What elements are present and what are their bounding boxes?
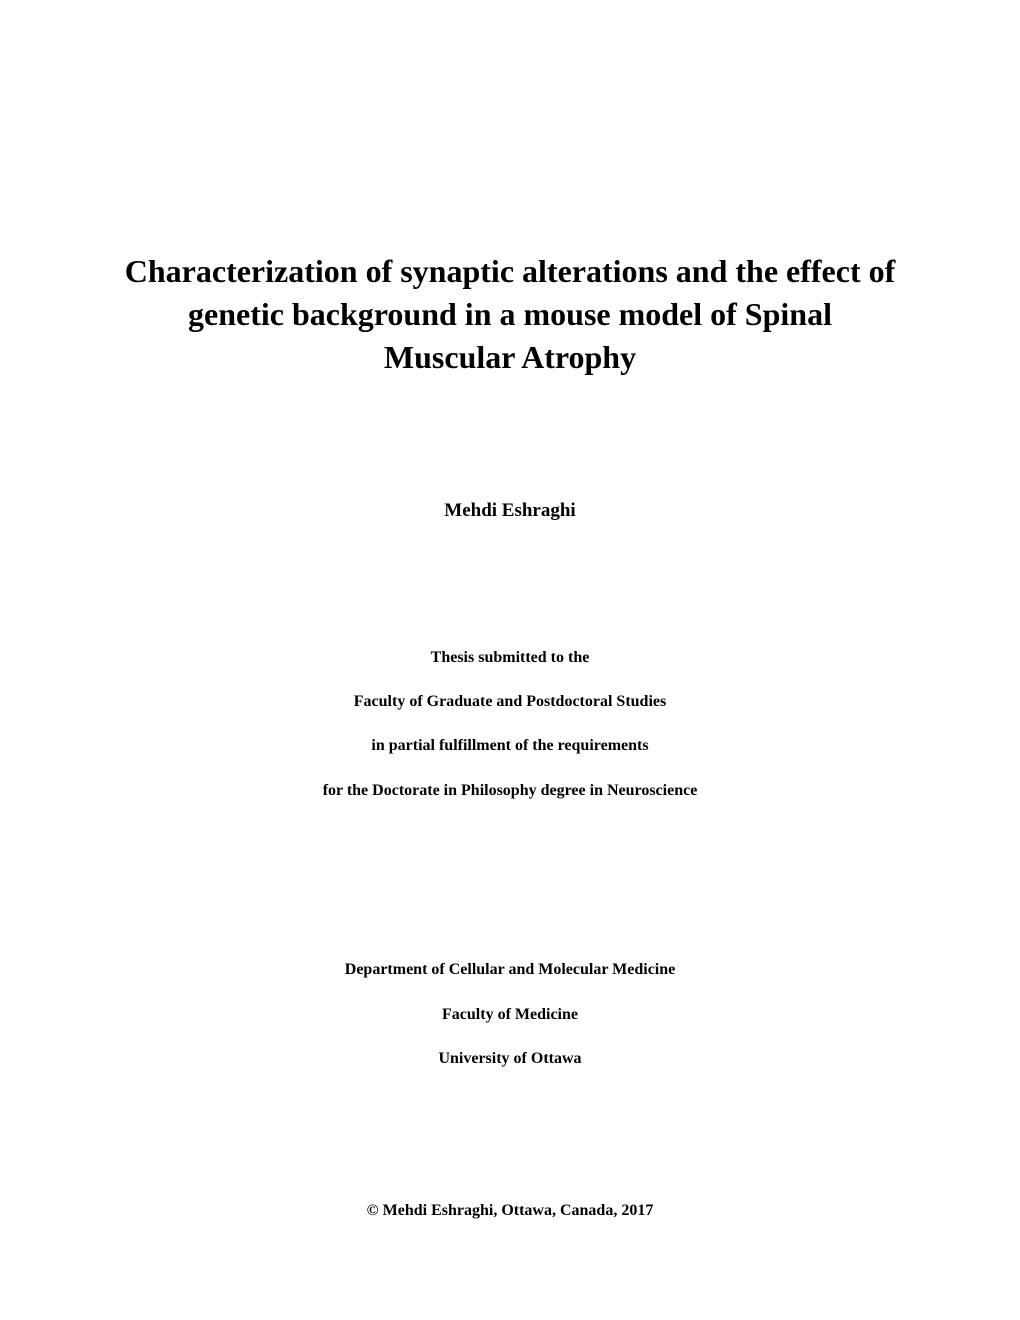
submission-line-4: for the Doctorate in Philosophy degree i…	[323, 780, 698, 802]
submission-line-2: Faculty of Graduate and Postdoctoral Stu…	[323, 691, 698, 713]
affiliation-department: Department of Cellular and Molecular Med…	[345, 959, 675, 981]
submission-block: Thesis submitted to the Faculty of Gradu…	[323, 647, 698, 825]
affiliation-block: Department of Cellular and Molecular Med…	[345, 959, 675, 1092]
copyright-notice: © Mehdi Eshraghi, Ottawa, Canada, 2017	[367, 1202, 654, 1220]
affiliation-university: University of Ottawa	[345, 1048, 675, 1070]
author-name: Mehdi Eshraghi	[444, 500, 575, 522]
submission-line-3: in partial fulfillment of the requiremen…	[323, 735, 698, 757]
submission-line-1: Thesis submitted to the	[323, 647, 698, 669]
affiliation-faculty: Faculty of Medicine	[345, 1004, 675, 1026]
thesis-title: Characterization of synaptic alterations…	[120, 250, 900, 380]
